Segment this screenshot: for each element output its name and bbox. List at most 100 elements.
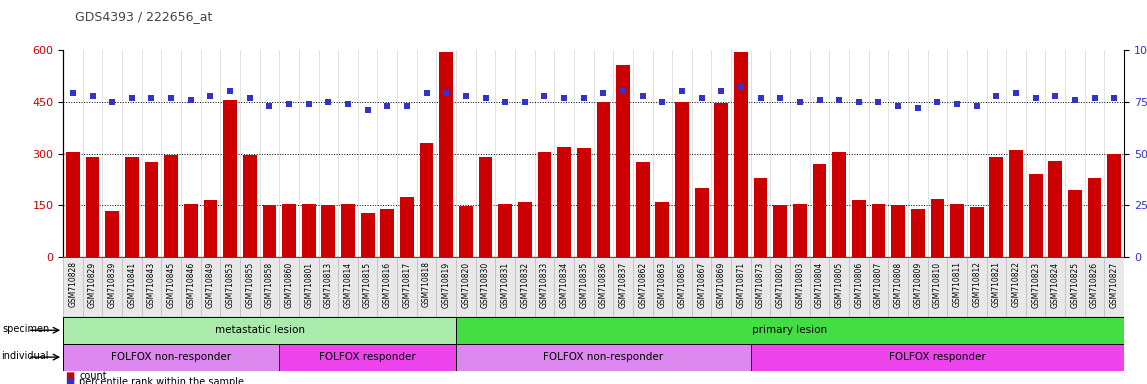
Bar — [793, 204, 806, 257]
Text: GSM710860: GSM710860 — [284, 262, 294, 308]
Text: FOLFOX non-responder: FOLFOX non-responder — [111, 352, 232, 362]
Point — [732, 84, 750, 90]
Point — [280, 101, 298, 107]
Point — [103, 99, 122, 105]
Bar — [891, 205, 905, 257]
Text: GSM710869: GSM710869 — [717, 262, 726, 308]
Text: individual: individual — [1, 351, 48, 361]
Point — [338, 101, 357, 107]
Point — [555, 94, 574, 101]
Bar — [1068, 190, 1082, 257]
Text: GSM710863: GSM710863 — [658, 262, 666, 308]
Text: GSM710834: GSM710834 — [560, 262, 569, 308]
Bar — [341, 204, 354, 257]
Point — [850, 99, 868, 105]
Text: GSM710821: GSM710821 — [992, 262, 1001, 308]
Bar — [125, 157, 139, 257]
Point — [260, 103, 279, 109]
Point — [988, 93, 1006, 99]
Text: GSM710873: GSM710873 — [756, 262, 765, 308]
Text: GSM710812: GSM710812 — [973, 262, 981, 308]
Point — [398, 103, 416, 109]
Text: GSM710814: GSM710814 — [343, 262, 352, 308]
Point — [614, 88, 632, 94]
Point — [810, 97, 828, 103]
Text: GSM710845: GSM710845 — [166, 262, 175, 308]
Text: GSM710802: GSM710802 — [775, 262, 785, 308]
Text: primary lesion: primary lesion — [752, 325, 828, 335]
Text: count: count — [79, 371, 107, 381]
Text: GSM710839: GSM710839 — [108, 262, 117, 308]
Text: FOLFOX responder: FOLFOX responder — [319, 352, 416, 362]
Text: GSM710823: GSM710823 — [1031, 262, 1040, 308]
Bar — [518, 202, 532, 257]
Text: GSM710805: GSM710805 — [835, 262, 844, 308]
Point — [496, 99, 514, 105]
Bar — [1009, 150, 1023, 257]
Point — [869, 99, 888, 105]
Text: GSM710826: GSM710826 — [1090, 262, 1099, 308]
Text: GSM710841: GSM710841 — [127, 262, 136, 308]
Point — [418, 90, 436, 96]
Point — [1007, 90, 1025, 96]
Point — [319, 99, 337, 105]
Text: GSM710865: GSM710865 — [678, 262, 687, 308]
Text: GSM710846: GSM710846 — [186, 262, 195, 308]
Bar — [263, 205, 276, 257]
Text: GSM710815: GSM710815 — [364, 262, 372, 308]
Bar — [833, 152, 846, 257]
Text: ■: ■ — [65, 377, 75, 384]
Text: GSM710832: GSM710832 — [521, 262, 529, 308]
Point — [123, 94, 141, 101]
Text: GSM710855: GSM710855 — [245, 262, 255, 308]
Bar — [734, 52, 748, 257]
Bar — [243, 156, 257, 257]
Bar — [930, 199, 944, 257]
Bar — [498, 204, 512, 257]
Bar — [911, 209, 924, 257]
Point — [575, 94, 593, 101]
Bar — [302, 204, 315, 257]
Text: GSM710867: GSM710867 — [697, 262, 707, 308]
Bar — [381, 209, 395, 257]
Text: GSM710853: GSM710853 — [226, 262, 235, 308]
Bar — [279, 344, 457, 371]
Point — [673, 88, 692, 94]
Bar — [1107, 154, 1121, 257]
Text: GSM710816: GSM710816 — [383, 262, 392, 308]
Text: GSM710824: GSM710824 — [1051, 262, 1060, 308]
Point — [771, 94, 789, 101]
Text: GSM710818: GSM710818 — [422, 262, 431, 308]
Text: specimen: specimen — [2, 324, 49, 334]
Point — [889, 103, 907, 109]
Bar — [1087, 178, 1101, 257]
Bar — [361, 213, 375, 257]
Bar — [872, 204, 885, 257]
Bar — [459, 206, 473, 257]
Point — [142, 94, 161, 101]
Point — [84, 93, 102, 99]
Text: GSM710862: GSM710862 — [638, 262, 647, 308]
Text: GSM710801: GSM710801 — [304, 262, 313, 308]
Point — [908, 105, 927, 111]
Bar — [1029, 174, 1043, 257]
Point — [830, 97, 849, 103]
Bar — [106, 211, 119, 257]
Point — [536, 93, 554, 99]
Text: GSM710831: GSM710831 — [500, 262, 509, 308]
Bar — [751, 344, 1124, 371]
Point — [476, 94, 494, 101]
Point — [1027, 94, 1045, 101]
Point — [162, 94, 180, 101]
Text: GDS4393 / 222656_at: GDS4393 / 222656_at — [75, 10, 212, 23]
Point — [712, 88, 731, 94]
Bar — [655, 202, 669, 257]
Bar — [812, 164, 826, 257]
Point — [437, 90, 455, 96]
Text: GSM710829: GSM710829 — [88, 262, 97, 308]
Text: GSM710811: GSM710811 — [952, 262, 961, 308]
Bar — [86, 157, 100, 257]
Point — [1105, 94, 1123, 101]
Text: GSM710849: GSM710849 — [206, 262, 214, 308]
Bar — [676, 102, 689, 257]
